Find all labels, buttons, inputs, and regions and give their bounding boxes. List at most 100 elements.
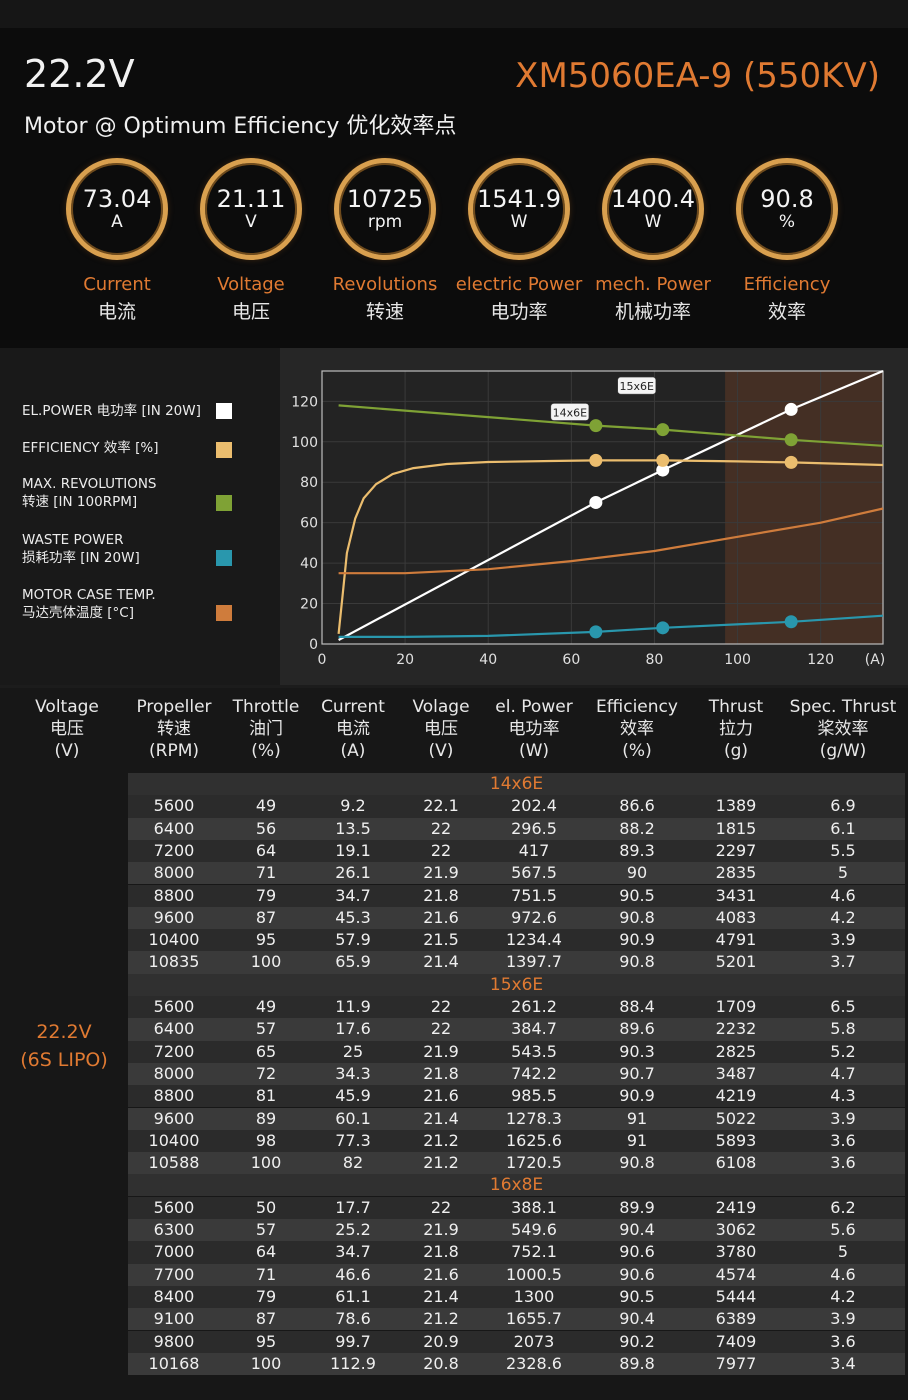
table-cell: 3062 (715, 1220, 757, 1239)
x-tick-label: 60 (562, 652, 580, 668)
table-cell: 10168 (148, 1353, 200, 1373)
y-tick-label: 40 (300, 556, 318, 572)
column-header-line: 拉力 (719, 719, 753, 739)
table-cell: 6300 (153, 1220, 195, 1239)
table-cell: 6.1 (830, 818, 856, 838)
table-cell: 2297 (715, 840, 757, 860)
column-header-line: 电压 (424, 719, 458, 739)
table-cell: 90.8 (619, 1153, 655, 1173)
table-cell: 3487 (715, 1063, 757, 1083)
table-cell: 4219 (715, 1086, 757, 1106)
table-row: 8800 79 34.7 21.8 751.5 90.5 3431 4.6 (128, 884, 905, 907)
table-cell: 6.5 (830, 997, 856, 1016)
table-cell: 79 (255, 1286, 277, 1306)
table-cell: 985.5 (511, 1086, 557, 1106)
column-header-line: 电流 (336, 719, 370, 739)
table-cell: 98 (255, 1130, 277, 1150)
column-header: Efficiency 效率 (%) (577, 696, 697, 762)
table-cell: 3.6 (830, 1130, 856, 1150)
table-cell: 1720.5 (506, 1153, 562, 1173)
series-marker (589, 495, 603, 509)
legend-item-waste-power: WASTE POWER 损耗功率 [IN 20W] (22, 531, 272, 567)
table-cell: 22.1 (423, 796, 459, 816)
legend-label: MOTOR CASE TEMP. (22, 587, 156, 603)
table-cell: 64 (255, 1242, 277, 1262)
column-header: Throttle 油门 (%) (206, 696, 326, 762)
table-cell: 21.6 (423, 907, 459, 927)
table-cell: 384.7 (511, 1019, 557, 1039)
table-cell: 17.7 (335, 1197, 371, 1217)
metric-unit: rpm (367, 212, 403, 232)
table-cell: 5893 (715, 1130, 757, 1150)
table-row: 5600 50 17.7 22 388.1 89.9 2419 6.2 (128, 1196, 905, 1219)
table-cell: 13.5 (335, 818, 371, 838)
table-cell: 57 (255, 1220, 277, 1239)
table-cell: 296.5 (511, 818, 557, 838)
legend-label: 转速 [IN 100RPM] (22, 494, 138, 510)
table-cell: 202.4 (511, 796, 557, 816)
table-cell: 61.1 (335, 1286, 371, 1306)
metric-label-en: Efficiency (743, 274, 831, 295)
x-tick-label: 80 (646, 652, 664, 668)
column-header-line: Efficiency (596, 697, 678, 717)
table-cell: 90.7 (619, 1063, 655, 1083)
table-cell: 21.4 (423, 1286, 459, 1306)
table-cell: 3.6 (830, 1331, 856, 1351)
series-line (338, 507, 884, 575)
table-cell: 5.8 (830, 1019, 856, 1039)
table-cell: 90.5 (619, 885, 655, 905)
table-cell: 2825 (715, 1041, 757, 1061)
table-cell: 79 (255, 885, 277, 905)
table-row: 8400 79 61.1 21.4 1300 90.5 5444 4.2 (128, 1285, 905, 1309)
column-header-line: 电压 (50, 719, 84, 739)
table-cell: 90.4 (619, 1309, 655, 1329)
table-row: 6400 57 17.6 22 384.7 89.6 2232 5.8 (128, 1018, 905, 1041)
table-cell: 20.9 (423, 1331, 459, 1351)
table-cell: 21.5 (423, 930, 459, 950)
table-cell: 88.4 (619, 997, 655, 1016)
metric-label-cn: 电压 (231, 301, 270, 323)
metric-revolutions: 10725 rpm Revolutions 转速 (318, 158, 452, 324)
column-header-line: (%) (622, 741, 652, 761)
legend-item-el-power: EL.POWER 电功率 [IN 20W] (22, 402, 272, 420)
table-cell: 1709 (715, 997, 757, 1016)
table-cell: 95 (255, 930, 277, 950)
metric-label-en: mech. Power (595, 274, 711, 295)
column-header-line: Throttle (232, 697, 300, 717)
x-tick-label: 40 (479, 652, 497, 668)
column-header: Voltage 电压 (V) (7, 696, 127, 762)
table-cell: 3780 (715, 1242, 757, 1262)
legend-swatch (216, 442, 232, 458)
table-cell: 89.6 (619, 1019, 655, 1039)
column-header-line: 效率 (620, 719, 654, 739)
table-cell: 5.2 (830, 1041, 856, 1061)
performance-table: 22.2V (6S LIPO) Voltage 电压 (V) Propeller 转速(… (0, 688, 908, 1400)
series-marker (784, 402, 798, 416)
table-cell: 4.3 (830, 1086, 856, 1106)
metric-ring: 1541.9 W (468, 158, 570, 260)
table-cell: 22 (430, 818, 452, 838)
table-cell: 65 (255, 1041, 277, 1061)
series-marker (589, 453, 603, 467)
voltage-title: 22.2V (24, 52, 135, 96)
table-cell: 10400 (148, 1130, 200, 1150)
voltage-label-line: 22.2V (36, 1021, 92, 1043)
table-cell: 5600 (153, 997, 195, 1016)
series-marker (589, 625, 603, 639)
table-cell: 34.7 (335, 885, 371, 905)
metric-unit: V (245, 212, 257, 232)
table-cell: 77.3 (335, 1130, 371, 1150)
table-cell: 19.1 (335, 840, 371, 860)
table-cell: 57.9 (335, 930, 371, 950)
table-cell: 5022 (715, 1108, 757, 1128)
table-row: 6300 57 25.2 21.9 549.6 90.4 3062 5.6 (128, 1219, 905, 1242)
table-cell: 8800 (153, 1086, 195, 1106)
table-cell: 21.8 (423, 1242, 459, 1262)
table-cell: 90.9 (619, 1086, 655, 1106)
table-cell: 21.2 (423, 1309, 459, 1329)
table-cell: 91 (626, 1130, 648, 1150)
table-cell: 1655.7 (506, 1309, 562, 1329)
table-cell: 87 (255, 907, 277, 927)
voltage-label-line: (6S LIPO) (20, 1049, 108, 1071)
table-cell: 82 (342, 1153, 364, 1173)
